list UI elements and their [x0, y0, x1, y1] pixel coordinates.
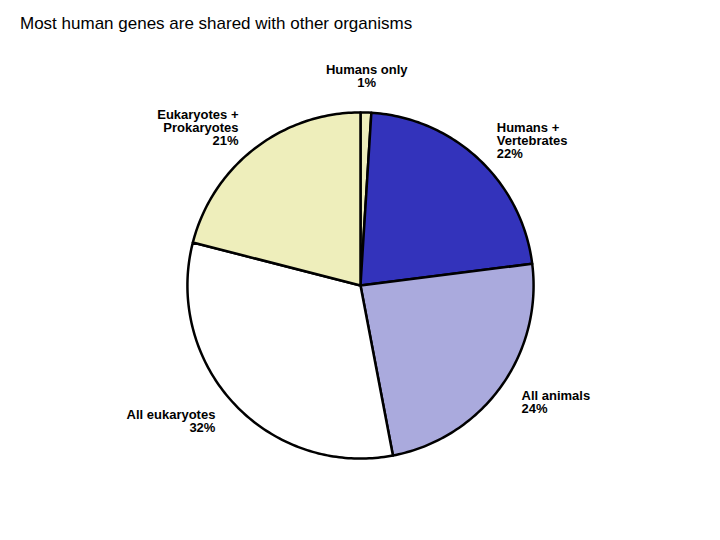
svg-text:Humans only1%: Humans only1%: [326, 62, 408, 90]
svg-text:Eukaryotes +Prokaryotes21%: Eukaryotes +Prokaryotes21%: [157, 107, 239, 148]
svg-text:Humans +Vertebrates22%: Humans +Vertebrates22%: [497, 120, 568, 161]
html-text:Most human genes are shared wi: Most human genes are shared with other o…: [20, 14, 413, 33]
svg-text:All animals24%: All animals24%: [522, 388, 591, 416]
svg-text:All eukaryotes32%: All eukaryotes32%: [127, 407, 216, 435]
